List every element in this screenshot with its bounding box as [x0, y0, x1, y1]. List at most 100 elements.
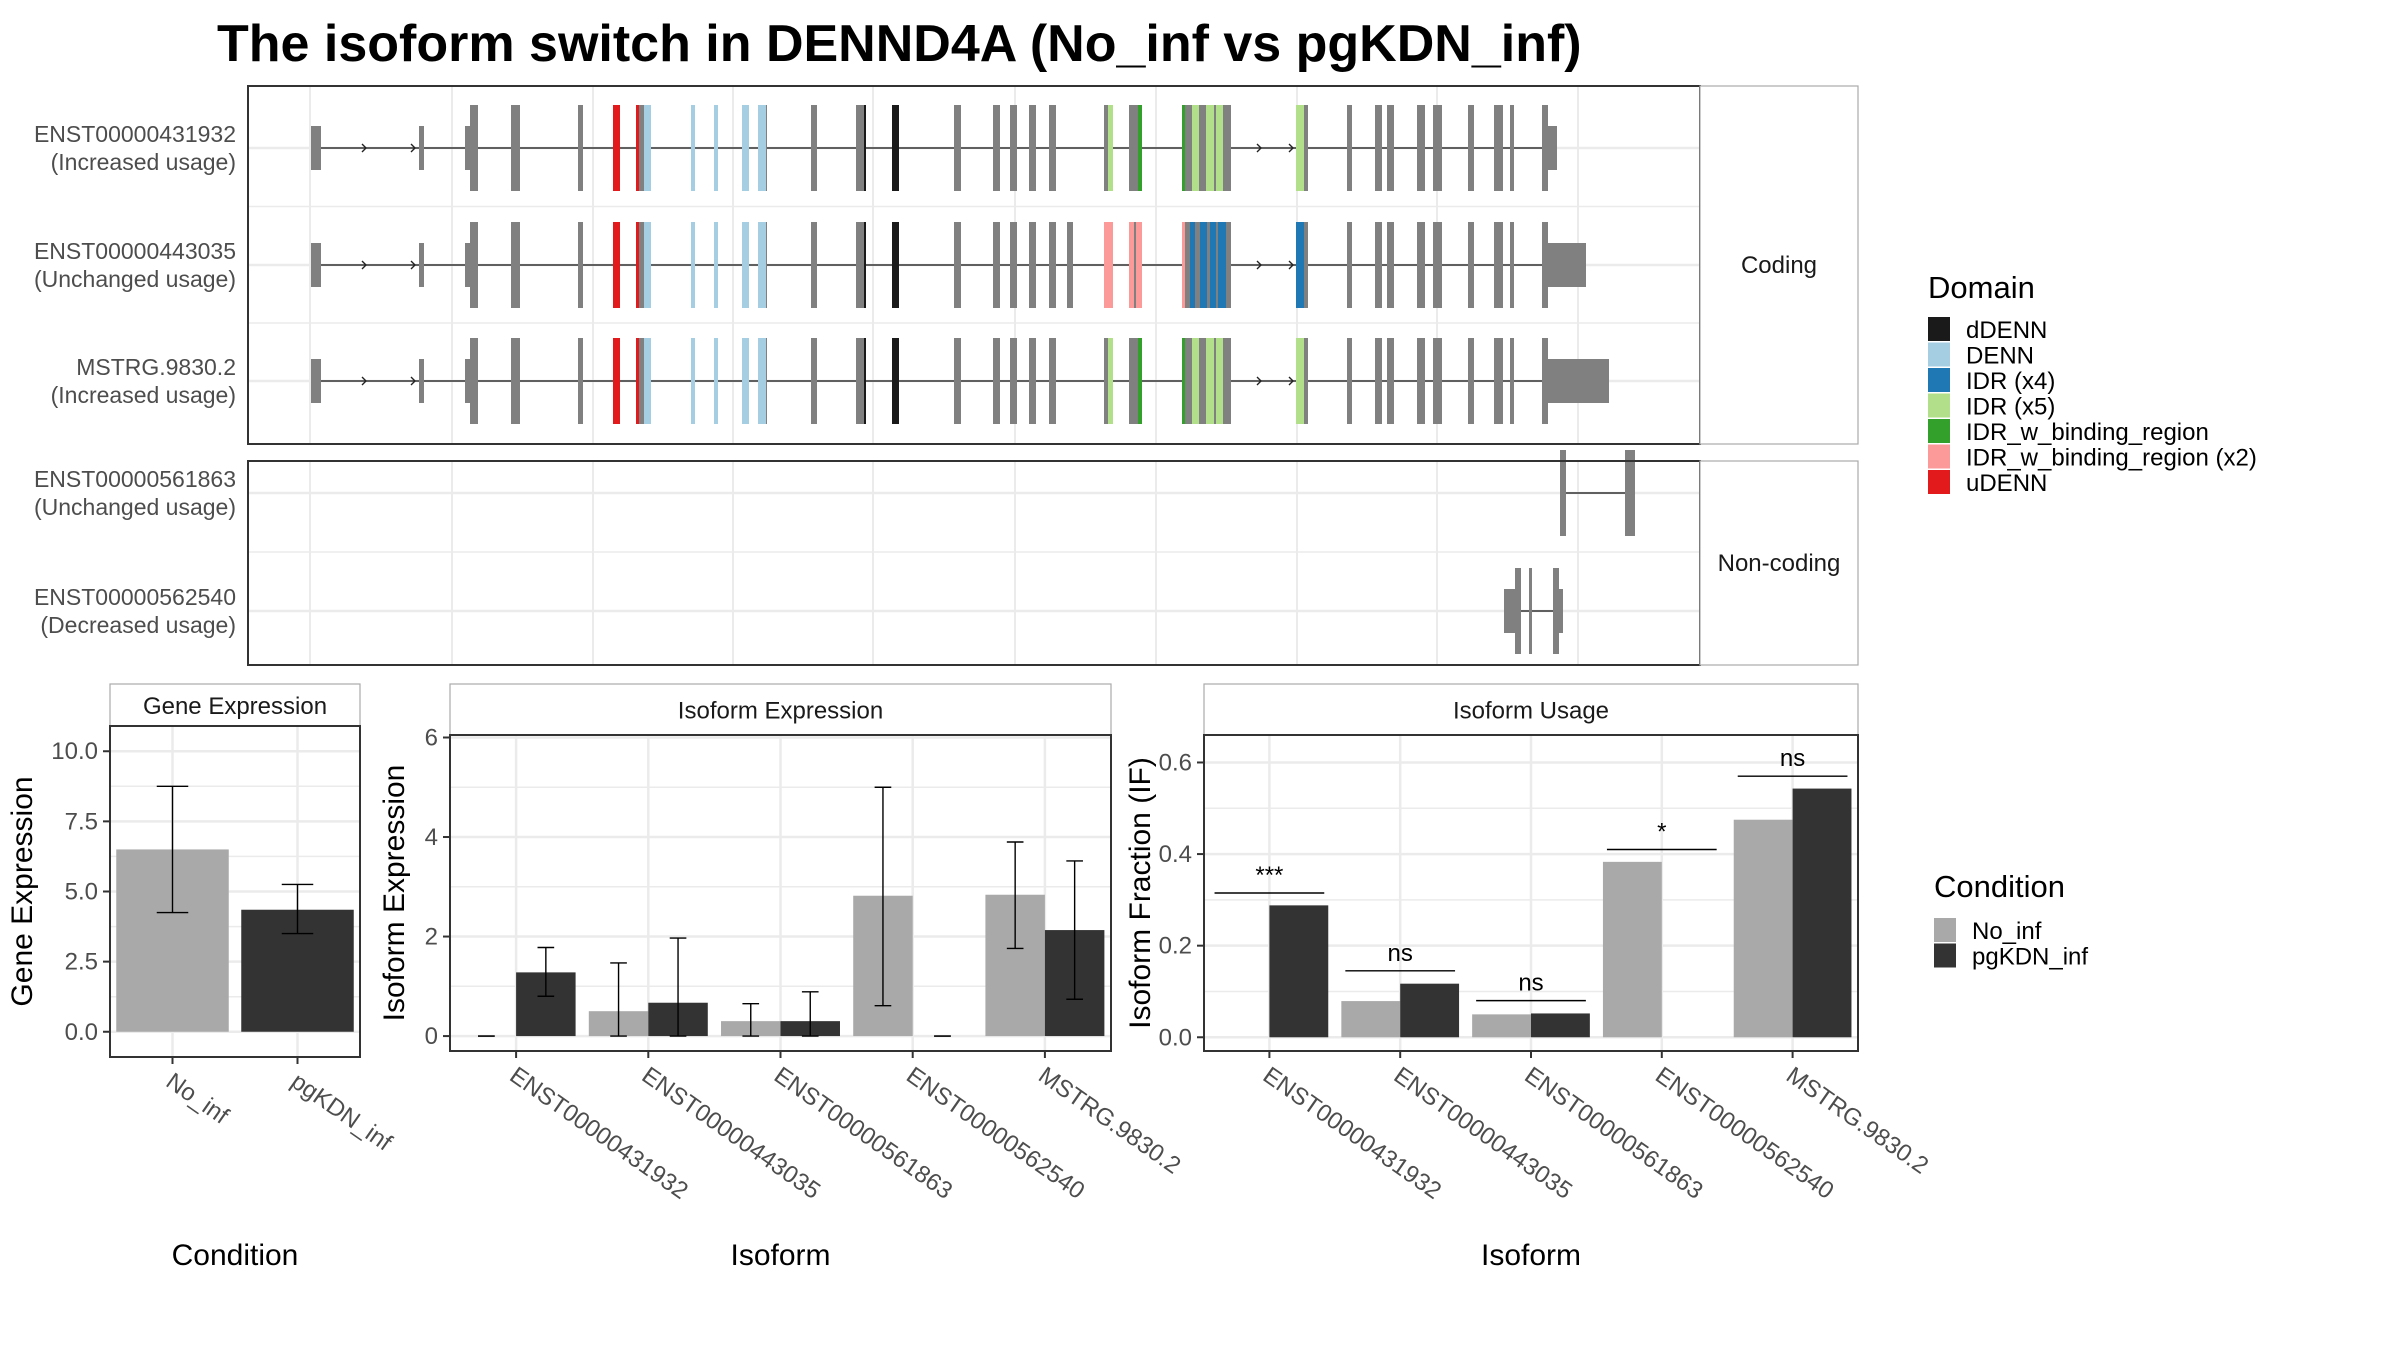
legend-swatch	[1934, 918, 1956, 942]
exon	[639, 338, 644, 424]
chart-title: Gene Expression	[143, 693, 327, 720]
exon	[1134, 222, 1136, 308]
exon	[311, 359, 321, 403]
exon-domain	[636, 222, 639, 308]
exon-domain	[1206, 338, 1214, 424]
exon	[856, 338, 864, 424]
y-tick-label: 4	[425, 824, 438, 851]
exon	[1433, 338, 1442, 424]
significance-label: ***	[1255, 862, 1283, 889]
exon	[1304, 222, 1308, 308]
exon	[639, 105, 644, 191]
isoform-expression-chart: Isoform Expression0246ENST00000431932ENS…	[378, 683, 1186, 1272]
facet-strip	[1203, 683, 1859, 736]
exon-domain	[1104, 222, 1113, 308]
exon-domain	[864, 222, 866, 308]
chart-title: Isoform Usage	[1453, 698, 1609, 725]
exon	[1199, 105, 1206, 191]
exon	[465, 126, 470, 170]
exon	[1510, 105, 1514, 191]
exon	[1542, 105, 1548, 191]
legend-label: IDR_w_binding_region (x2)	[1966, 445, 2257, 472]
exon	[311, 126, 321, 170]
exon-domain	[714, 338, 718, 424]
exon	[1468, 338, 1474, 424]
gene-expression-chart: Gene Expression 0.0 2.5 5.0 7.5 10.0 No_inf pgK…	[6, 683, 397, 1272]
transcript-row	[1560, 450, 1635, 536]
transcript-id-label: MSTRG.9830.2	[76, 354, 236, 380]
legend-label: No_inf	[1972, 918, 2042, 945]
exon-domain	[1138, 338, 1142, 424]
exon-domain	[742, 222, 749, 308]
exon	[1049, 338, 1056, 424]
strand-arrow-icon	[361, 260, 367, 270]
y-tick-label: 6	[425, 724, 438, 751]
exon	[1504, 589, 1515, 633]
legend-swatch	[1928, 317, 1950, 341]
exon	[954, 338, 961, 424]
exon	[1067, 222, 1073, 308]
exon-domain	[1206, 105, 1214, 191]
y-tick-label: 10.0	[51, 738, 98, 765]
exon	[766, 338, 767, 424]
y-axis-title: Gene Expression	[6, 776, 39, 1006]
exon	[856, 105, 864, 191]
exon-domain	[1138, 105, 1142, 191]
exon	[954, 105, 961, 191]
y-axis-title: Isoform Expression	[378, 765, 411, 1022]
transcript-usage-label: (Decreased usage)	[40, 612, 236, 638]
exon	[1010, 222, 1017, 308]
strand-arrow-icon	[1256, 143, 1262, 153]
exon-domain	[1216, 338, 1223, 424]
exon-domain	[636, 338, 639, 424]
exon	[1553, 568, 1559, 654]
transcript-row	[311, 105, 1557, 191]
exon	[1129, 338, 1138, 424]
exon	[856, 222, 864, 308]
exon-domain	[1210, 222, 1216, 308]
exon	[311, 243, 321, 287]
exon-domain	[613, 338, 620, 424]
y-tick-label: 2.5	[65, 949, 98, 976]
exon-domain	[1216, 105, 1223, 191]
exon	[1207, 222, 1210, 308]
facet-strip	[109, 683, 361, 727]
exon	[1049, 105, 1056, 191]
x-tick-label: pgKDN_inf	[286, 1068, 397, 1157]
error-bar	[669, 937, 687, 1037]
structure-panel-coding: Coding	[247, 85, 1859, 445]
error-bar	[1006, 841, 1024, 950]
legend-label: IDR_w_binding_region	[1966, 419, 2209, 446]
significance-label: *	[1657, 818, 1666, 845]
legend-swatch	[1928, 393, 1950, 418]
facet-strip	[1699, 85, 1859, 445]
error-bar	[281, 883, 314, 935]
exon	[1387, 105, 1394, 191]
exon	[470, 338, 478, 424]
exon-domain	[864, 105, 866, 191]
exon	[1104, 338, 1108, 424]
exon	[1560, 450, 1566, 536]
exon	[766, 105, 767, 191]
legend-swatch	[1928, 368, 1950, 392]
strand-arrow-icon	[1288, 260, 1294, 270]
legend-swatch	[1928, 444, 1950, 469]
error-bar	[610, 962, 627, 1037]
exon	[470, 222, 478, 308]
exon-domain	[1192, 105, 1199, 191]
transcript-id-label: ENST00000562540	[34, 584, 236, 610]
bar	[1472, 1014, 1531, 1038]
exon-domain	[758, 222, 766, 308]
error-bar	[874, 786, 892, 1007]
exon-domain	[1182, 222, 1185, 308]
exon	[1625, 450, 1635, 536]
transcript-row	[311, 222, 1586, 308]
error-bar	[742, 1003, 760, 1037]
bar	[1269, 905, 1329, 1038]
legend-swatch	[1928, 342, 1950, 367]
legend-label: IDR (x4)	[1966, 368, 2055, 395]
exon	[993, 222, 1000, 308]
